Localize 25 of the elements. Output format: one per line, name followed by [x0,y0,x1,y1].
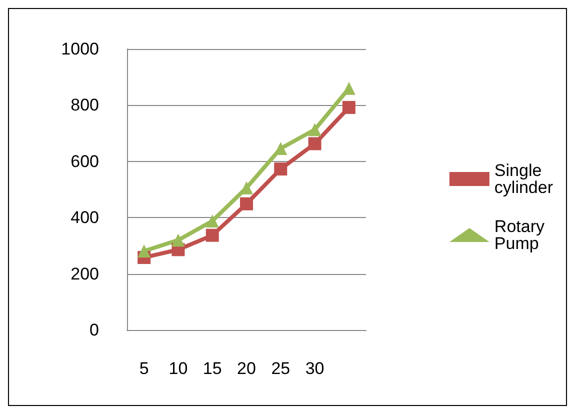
point [274,162,288,176]
x-tick-label: 10 [168,359,188,378]
point [342,100,356,114]
point [240,197,253,210]
x-tick-label: 5 [139,359,149,378]
legend-label: Single cylinder [494,161,554,197]
point [308,137,322,150]
point [342,82,356,95]
y-tick-label: 200 [70,264,99,284]
legend-label: Rotary Pump [494,217,545,253]
x-tick-label: 20 [237,359,256,378]
y-tick-label: 0 [90,320,99,340]
point [308,123,322,136]
point [138,244,151,258]
x-tick-label: 25 [271,359,290,378]
point [206,228,219,242]
point [274,142,288,155]
point [172,234,185,247]
y-tick-label: 800 [70,96,99,115]
y-tick-label: 400 [70,208,99,228]
x-tick-label: 30 [305,359,324,378]
y-tick-label: 1000 [61,40,99,58]
point [206,214,219,228]
x-tick-label: 15 [202,359,222,378]
y-tick-label: 600 [70,152,99,171]
